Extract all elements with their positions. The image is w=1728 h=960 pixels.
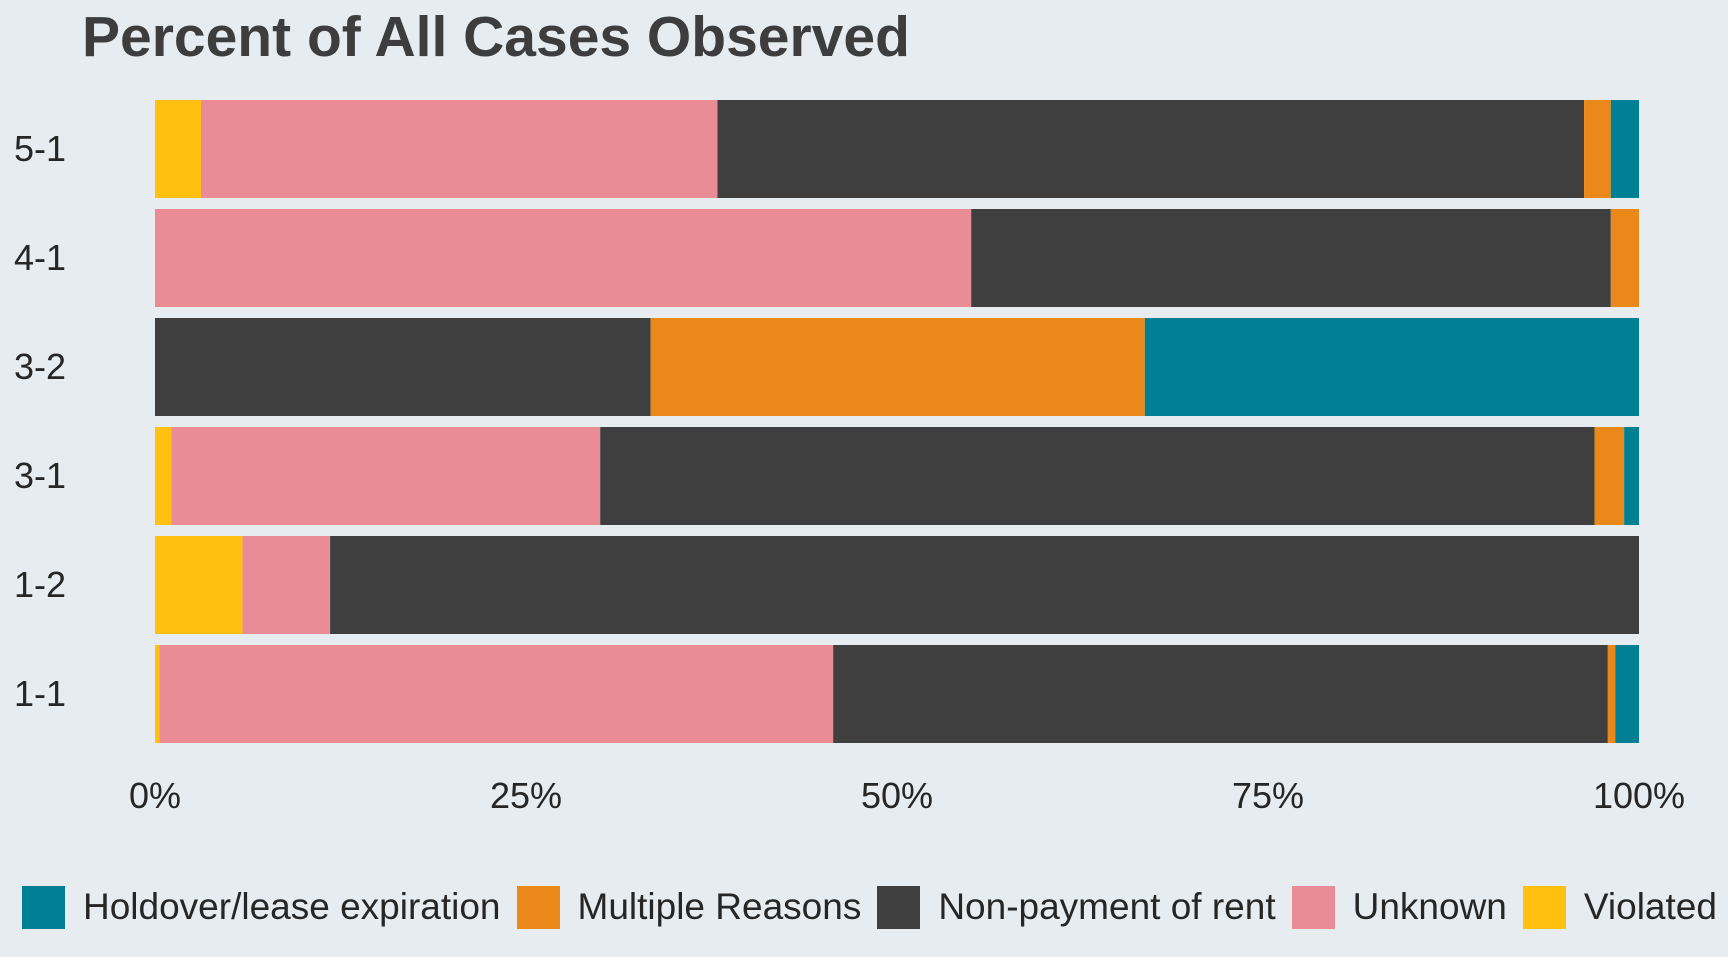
x-axis-labels: 0% 25% 50% 75% 100% xyxy=(129,775,1685,816)
y-tick-label: 3-1 xyxy=(14,455,66,496)
bar-segment-3-2-non-payment-of-rent xyxy=(155,318,651,416)
y-axis-labels: 5-1 4-1 3-2 3-1 1-2 1-1 xyxy=(14,128,66,714)
legend-swatch xyxy=(1522,885,1566,929)
bar-segment-3-2-multiple-reasons xyxy=(650,318,1145,416)
bar-segment-3-1-non-payment-of-rent xyxy=(600,427,1595,525)
bar-segment-1-2-non-payment-of-rent xyxy=(330,536,1639,634)
legend-item: Holdover/lease expiration xyxy=(22,885,501,929)
legend-label: Unknown xyxy=(1352,886,1507,927)
plot-area: 5-1 4-1 3-2 3-1 1-2 1-1 0% 25% 50% 75% 100% xyxy=(14,100,1685,816)
bar-segment-4-1-non-payment-of-rent xyxy=(971,209,1611,307)
legend-swatch xyxy=(516,885,560,929)
x-tick-label: 25% xyxy=(490,775,562,816)
bar-segment-1-1-unknown xyxy=(159,645,834,743)
legend-swatch xyxy=(22,885,65,929)
bar-segment-1-1-non-payment-of-rent xyxy=(833,645,1608,743)
bar-segment-3-1-unknown xyxy=(171,427,601,525)
legend-label: Non-payment of rent xyxy=(938,886,1276,927)
bar-segment-5-1-non-payment-of-rent xyxy=(717,100,1585,198)
bar-segment-5-1-violated-lease xyxy=(155,100,202,198)
bar-segment-3-1-violated-lease xyxy=(155,427,172,525)
bar-segment-5-1-holdover-lease-expiration xyxy=(1610,100,1639,198)
y-tick-label: 4-1 xyxy=(14,237,66,278)
legend-label: Multiple Reasons xyxy=(577,886,862,927)
legend-label: Holdover/lease expiration xyxy=(83,886,501,927)
bar-segment-1-1-holdover-lease-expiration xyxy=(1615,645,1639,743)
x-tick-label: 50% xyxy=(861,775,933,816)
bar-segment-1-1-violated-lease xyxy=(155,645,160,743)
bar-segment-1-1-multiple-reasons xyxy=(1607,645,1616,743)
y-tick-label: 1-1 xyxy=(14,673,66,714)
bars-group xyxy=(155,100,1639,743)
chart-title: Percent of All Cases Observed xyxy=(82,5,910,69)
bar-segment-1-2-violated-lease xyxy=(155,536,243,634)
bar-segment-5-1-multiple-reasons xyxy=(1584,100,1611,198)
bar-segment-1-2-unknown xyxy=(242,536,331,634)
bar-segment-3-1-multiple-reasons xyxy=(1594,427,1625,525)
legend: Holdover/lease expiration Multiple Reason… xyxy=(22,885,1728,929)
legend-item: Violated le xyxy=(1522,885,1728,929)
x-tick-label: 75% xyxy=(1232,775,1304,816)
bar-segment-4-1-multiple-reasons xyxy=(1610,209,1639,307)
legend-label: Violated le xyxy=(1583,886,1728,927)
legend-swatch xyxy=(877,885,921,929)
y-tick-label: 3-2 xyxy=(14,346,66,387)
legend-swatch xyxy=(1291,885,1335,929)
bar-segment-5-1-unknown xyxy=(201,100,718,198)
x-tick-label: 100% xyxy=(1593,775,1685,816)
bar-segment-3-2-holdover-lease-expiration xyxy=(1144,318,1639,416)
bar-segment-4-1-unknown xyxy=(155,209,972,307)
y-tick-label: 1-2 xyxy=(14,564,66,605)
bar-segment-3-1-holdover-lease-expiration xyxy=(1624,427,1639,525)
x-tick-label: 0% xyxy=(129,775,181,816)
y-tick-label: 5-1 xyxy=(14,128,66,169)
legend-item: Non-payment of rent xyxy=(877,885,1276,929)
legend-item: Unknown xyxy=(1291,885,1507,929)
legend-item: Multiple Reasons xyxy=(516,885,862,929)
